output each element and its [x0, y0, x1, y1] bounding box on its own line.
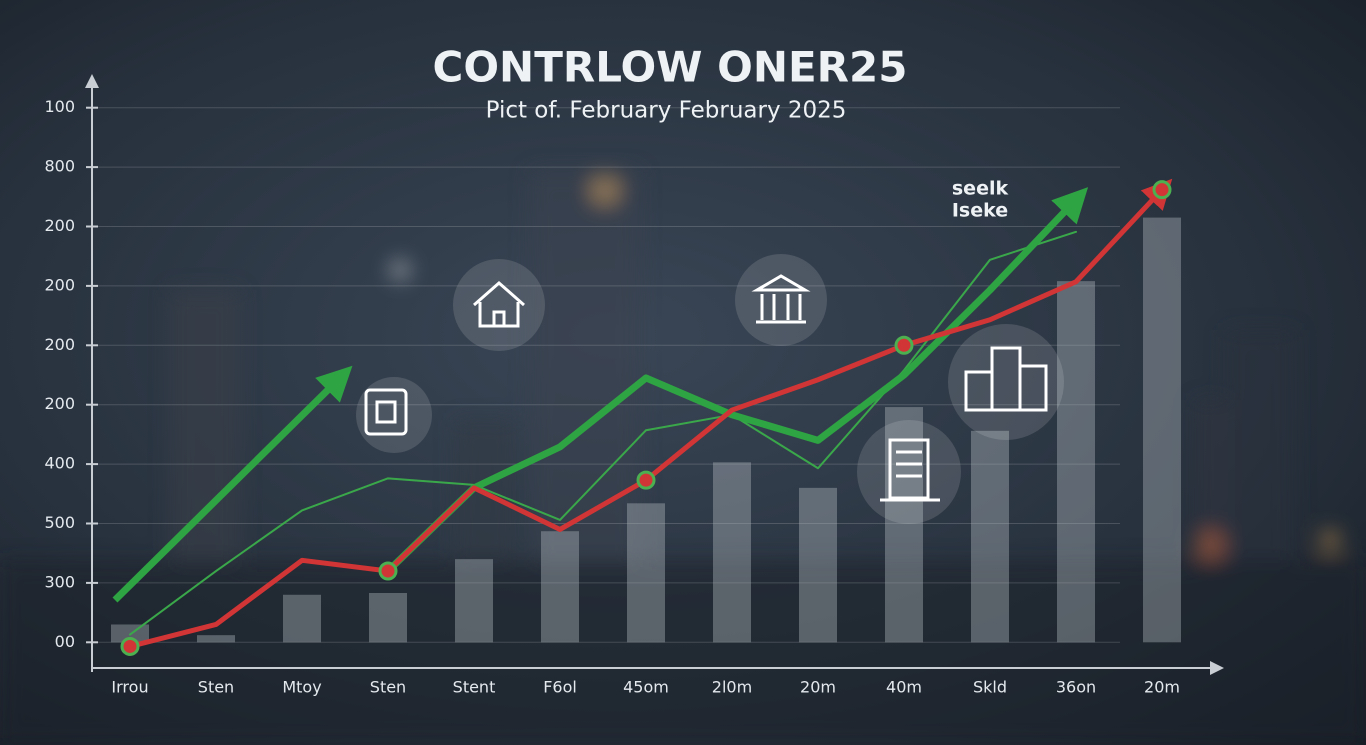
y-tick-label: 200	[44, 394, 75, 413]
x-tick-label: Sten	[198, 678, 234, 697]
trend-arrow	[112, 365, 353, 603]
y-axis-arrow	[85, 74, 99, 88]
y-tick-label: 500	[44, 513, 75, 532]
chart-subtitle: Pict of. February February 2025	[486, 98, 847, 124]
x-tick-label: 45om	[623, 678, 669, 697]
x-tick-label: 20m	[1144, 678, 1180, 697]
point	[378, 561, 398, 581]
point	[120, 636, 140, 656]
y-tick-label: 300	[44, 572, 75, 591]
bar	[713, 462, 751, 643]
icons	[356, 254, 1064, 524]
city-skyline	[0, 170, 1366, 745]
x-tick-label: 36on	[1056, 678, 1096, 697]
x-tick-label: Irrou	[111, 678, 148, 697]
bar	[799, 487, 837, 643]
y-tick-label: 200	[44, 216, 75, 235]
annotation: Iseke	[952, 200, 1008, 222]
y-tick-label: 100	[44, 97, 75, 116]
y-tick-label: 200	[44, 275, 75, 294]
x-tick-label: 40m	[886, 678, 922, 697]
plot-area	[98, 107, 1181, 656]
y-tick-label: 800	[44, 157, 75, 176]
point	[1152, 180, 1172, 200]
bar	[455, 559, 493, 643]
bar	[627, 503, 665, 643]
y-tick-label: 400	[44, 454, 75, 473]
line	[384, 187, 1089, 575]
point	[894, 335, 914, 355]
bar	[1143, 217, 1181, 643]
x-tick-label: 20m	[800, 678, 836, 697]
x-tick-label: F6ol	[543, 678, 577, 697]
x-tick-label: Skld	[973, 678, 1007, 697]
y-tick-label: 200	[44, 335, 75, 354]
x-axis-arrow	[1210, 661, 1224, 675]
y-tick-label: 00	[55, 632, 75, 651]
x-tick-label: Sten	[370, 678, 406, 697]
bar	[197, 635, 235, 643]
x-tick-label: Mtoy	[282, 678, 321, 697]
chart-title: CONTRLOW ONER25	[433, 43, 908, 92]
bar	[369, 592, 407, 643]
bar	[1057, 281, 1095, 643]
point	[636, 470, 656, 490]
line	[129, 230, 1077, 636]
annotation: seelk	[952, 178, 1009, 200]
bar	[541, 531, 579, 643]
bar	[283, 594, 321, 643]
x-tick-label: 2l0m	[712, 678, 752, 697]
bar	[971, 430, 1009, 643]
x-tick-label: Stent	[453, 678, 496, 697]
